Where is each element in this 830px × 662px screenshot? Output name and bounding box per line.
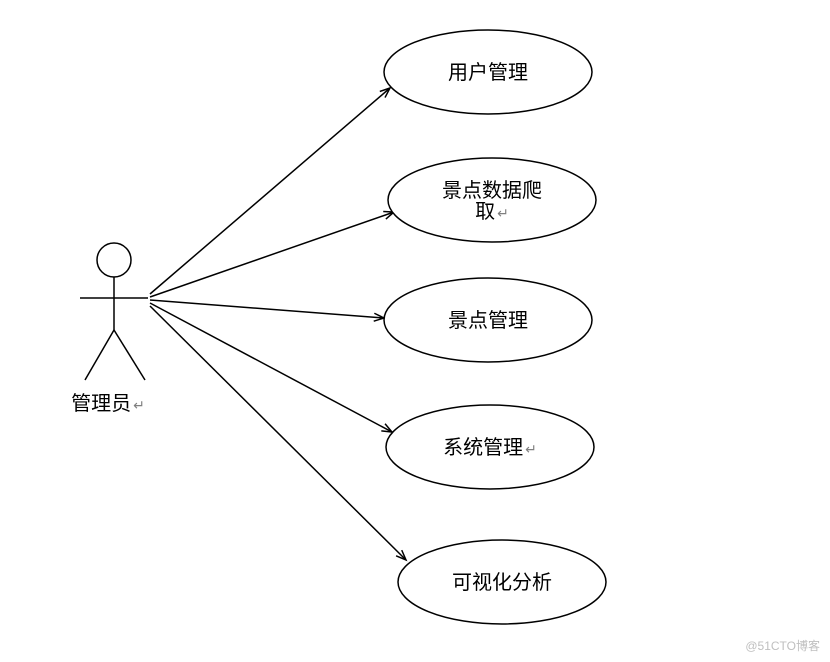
association-edge (150, 303, 392, 432)
edges-group (150, 88, 406, 560)
association-edge (150, 300, 384, 318)
usecase-label: 可视化分析 (452, 571, 552, 594)
uc-visual: 可视化分析 (398, 540, 606, 624)
usecase-label: 景点管理 (448, 309, 528, 332)
uc-spot-mgmt: 景点管理 (384, 278, 592, 362)
uc-sys-mgmt: 系统管理↵ (386, 405, 594, 489)
actor-admin: 管理员↵ (71, 243, 148, 415)
usecases-group: 用户管理景点数据爬取↵ 景点管理系统管理↵ 可视化分析 (384, 30, 606, 624)
association-edge (150, 212, 394, 297)
use-case-diagram: 管理员↵ 用户管理景点数据爬取↵ 景点管理系统管理↵ 可视化分析 @51CTO博客 (0, 0, 830, 662)
usecase-label: 系统管理↵ (443, 436, 537, 459)
actor-label: 管理员↵ (71, 392, 145, 415)
actor-leg-right (114, 330, 145, 380)
actor-leg-left (85, 330, 114, 380)
association-edge (150, 88, 390, 294)
association-edge (150, 306, 406, 560)
uc-crawl: 景点数据爬取↵ (388, 158, 596, 242)
usecase-label: 用户管理 (448, 61, 528, 84)
uc-user-mgmt: 用户管理 (384, 30, 592, 114)
actor-head (97, 243, 131, 277)
watermark: @51CTO博客 (745, 638, 820, 653)
